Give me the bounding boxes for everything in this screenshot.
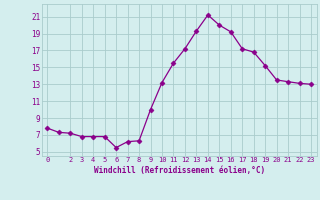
X-axis label: Windchill (Refroidissement éolien,°C): Windchill (Refroidissement éolien,°C) (94, 166, 265, 175)
